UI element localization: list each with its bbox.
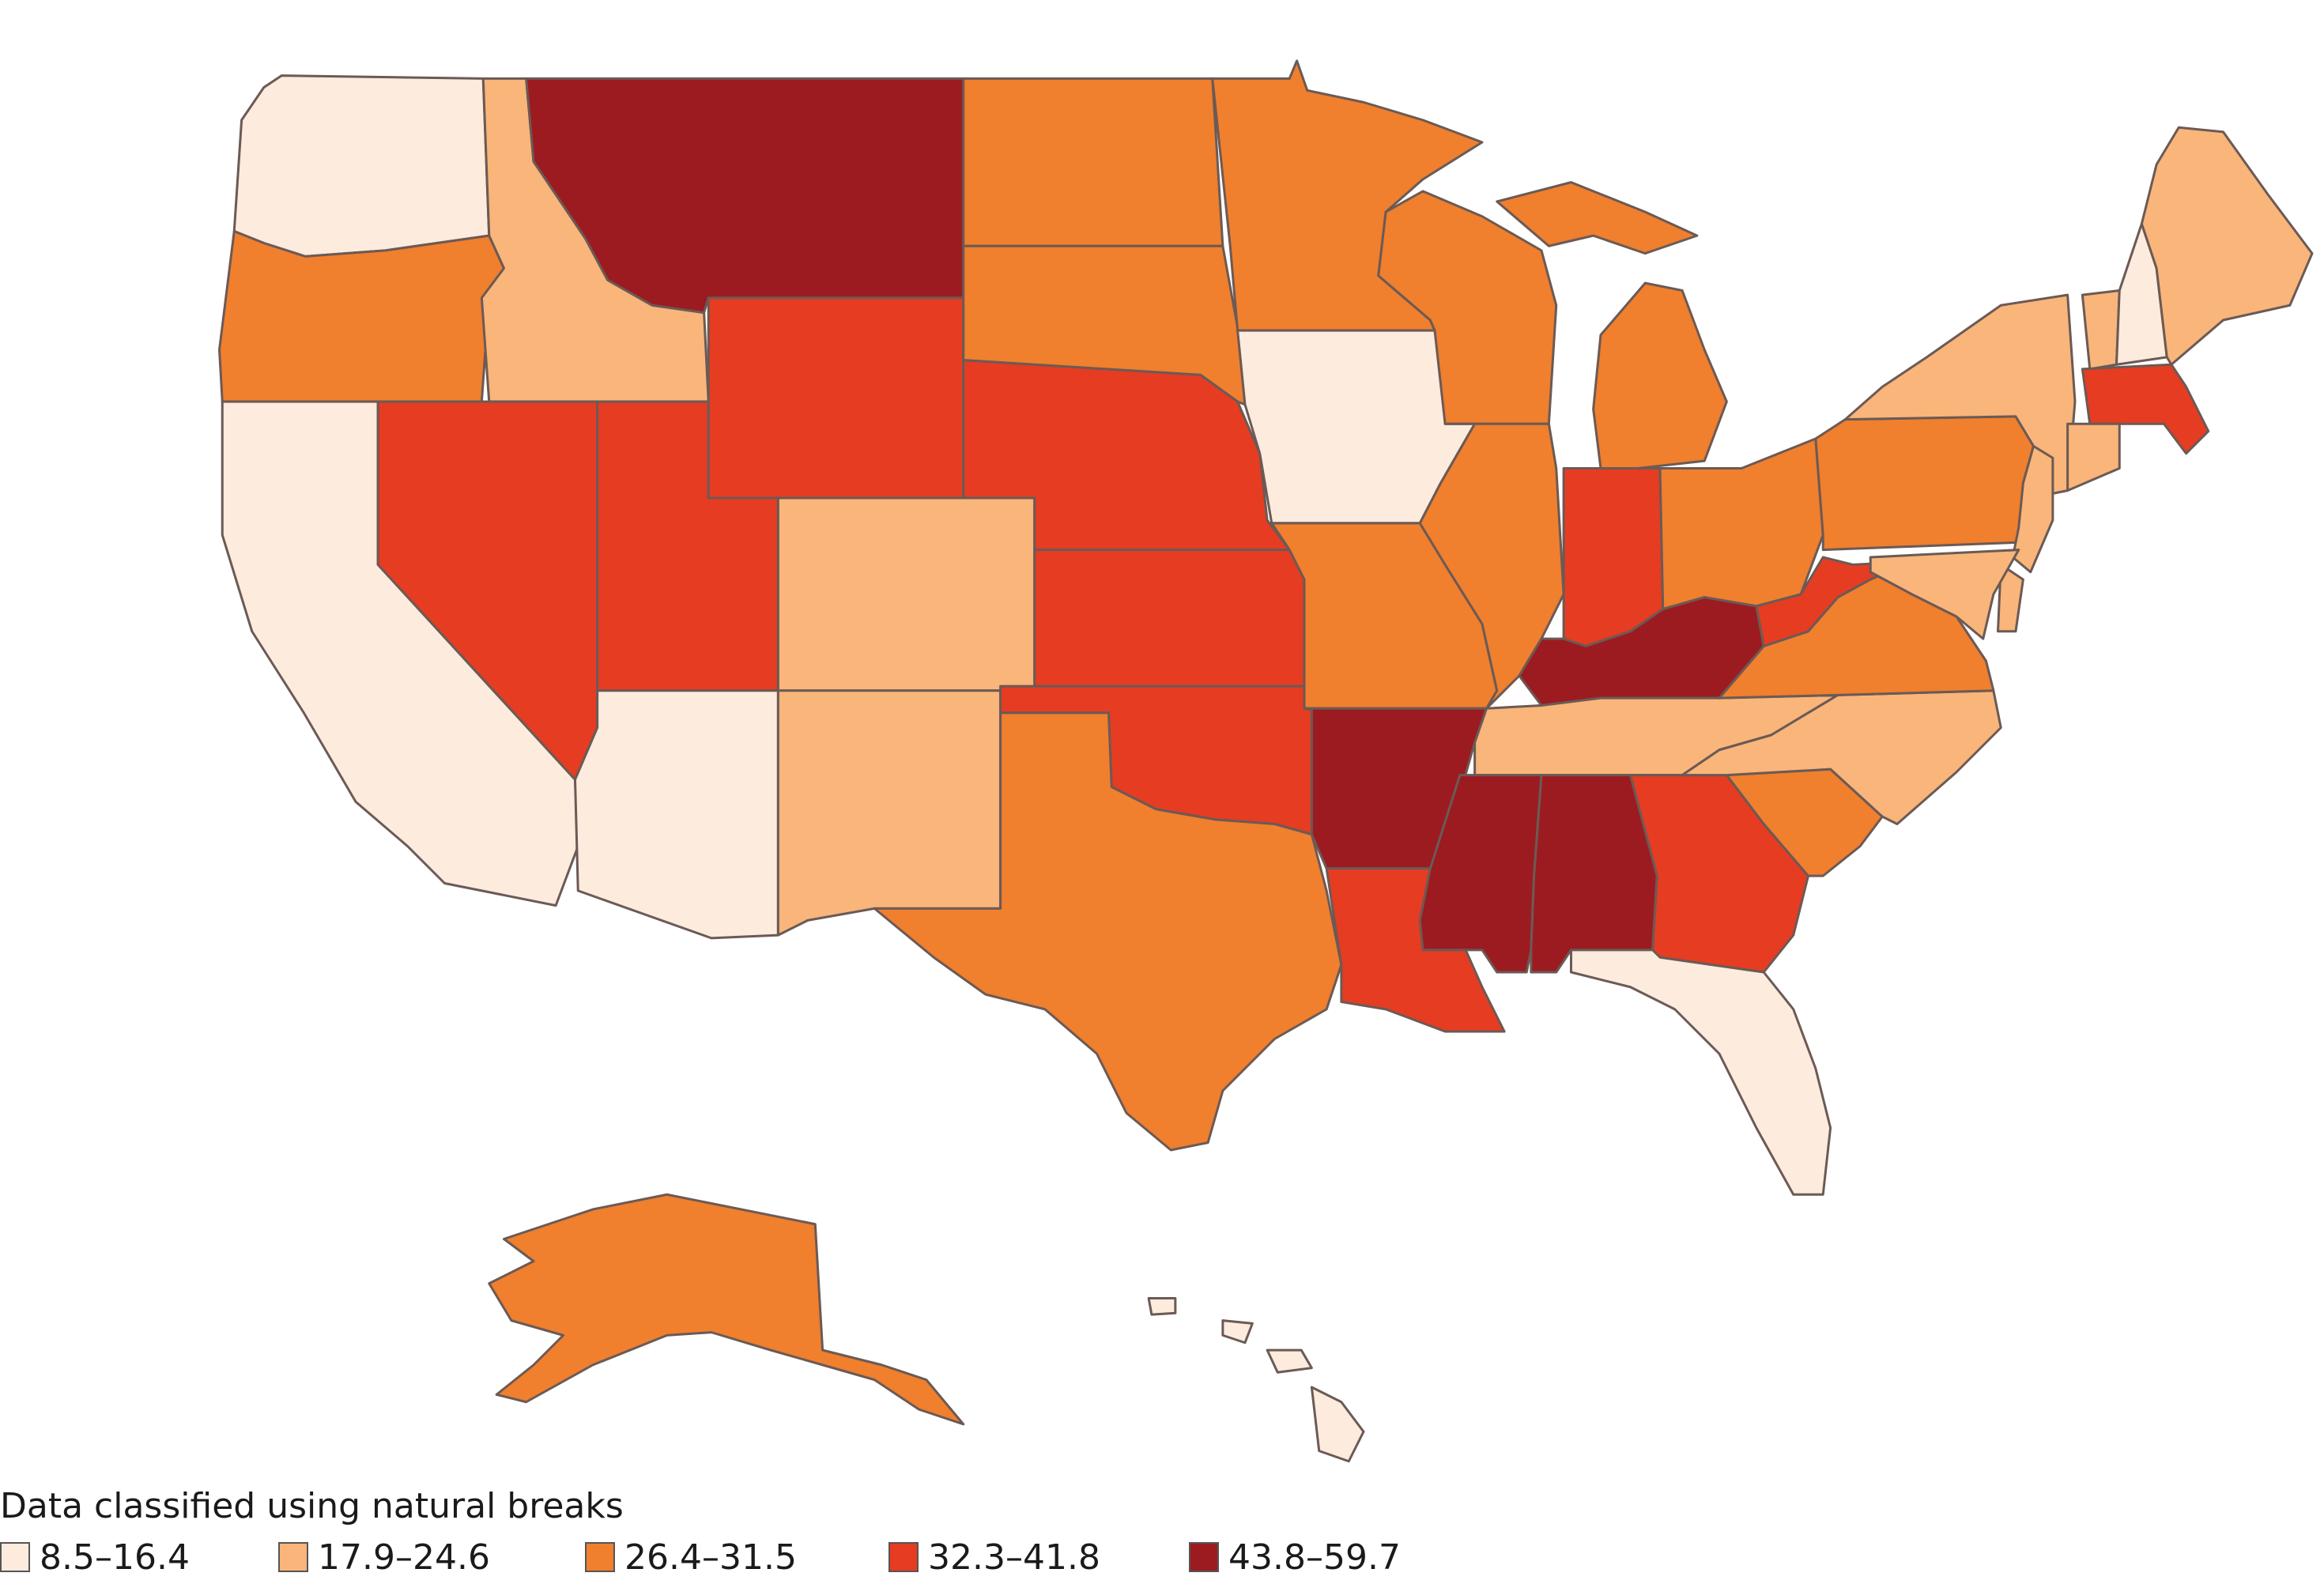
state-KS	[1033, 549, 1306, 688]
legend-item: 26.4–31.5	[585, 1537, 797, 1578]
legend-item: 32.3–41.8	[888, 1537, 1100, 1578]
legend-swatch	[278, 1542, 308, 1572]
state-IL	[1418, 422, 1565, 710]
legend-swatch	[1189, 1542, 1219, 1572]
state-TX	[873, 711, 1343, 1152]
legend-swatch	[0, 1542, 30, 1572]
legend-label: 43.8–59.7	[1228, 1537, 1401, 1578]
us-choropleth-map	[218, 59, 2314, 1463]
state-NJ	[2011, 444, 2054, 574]
legend-swatch	[888, 1542, 919, 1572]
state-NY	[1843, 293, 2077, 500]
state-ME	[2140, 126, 2314, 366]
state-NM	[776, 689, 1002, 937]
legend: Data classified using natural breaks 8.5…	[0, 1486, 2324, 1581]
state-ND	[962, 77, 1224, 247]
state-OR	[218, 230, 505, 403]
state-MI	[1496, 181, 1728, 470]
legend-label: 26.4–31.5	[624, 1537, 797, 1578]
legend-label: 32.3–41.8	[928, 1537, 1100, 1578]
legend-item: 8.5–16.4	[0, 1537, 190, 1578]
legend-item: 17.9–24.6	[278, 1537, 490, 1578]
state-CO	[776, 496, 1036, 692]
legend-item: 43.8–59.7	[1189, 1537, 1401, 1578]
state-AZ	[574, 689, 779, 940]
state-MD	[1869, 549, 2020, 640]
state-NC	[1681, 689, 2002, 825]
state-WA	[232, 74, 491, 258]
legend-swatch	[585, 1542, 615, 1572]
state-FL	[1570, 949, 1832, 1196]
state-PA	[1814, 415, 2035, 552]
state-HI	[1147, 1297, 1365, 1463]
state-VT	[2081, 289, 2121, 371]
state-AK	[488, 1193, 965, 1426]
legend-label: 8.5–16.4	[40, 1537, 190, 1578]
legend-title: Data classified using natural breaks	[0, 1486, 624, 1526]
state-CT	[2066, 422, 2121, 492]
legend-label: 17.9–24.6	[318, 1537, 490, 1578]
state-WY	[707, 296, 965, 500]
state-DE	[1997, 563, 2024, 633]
